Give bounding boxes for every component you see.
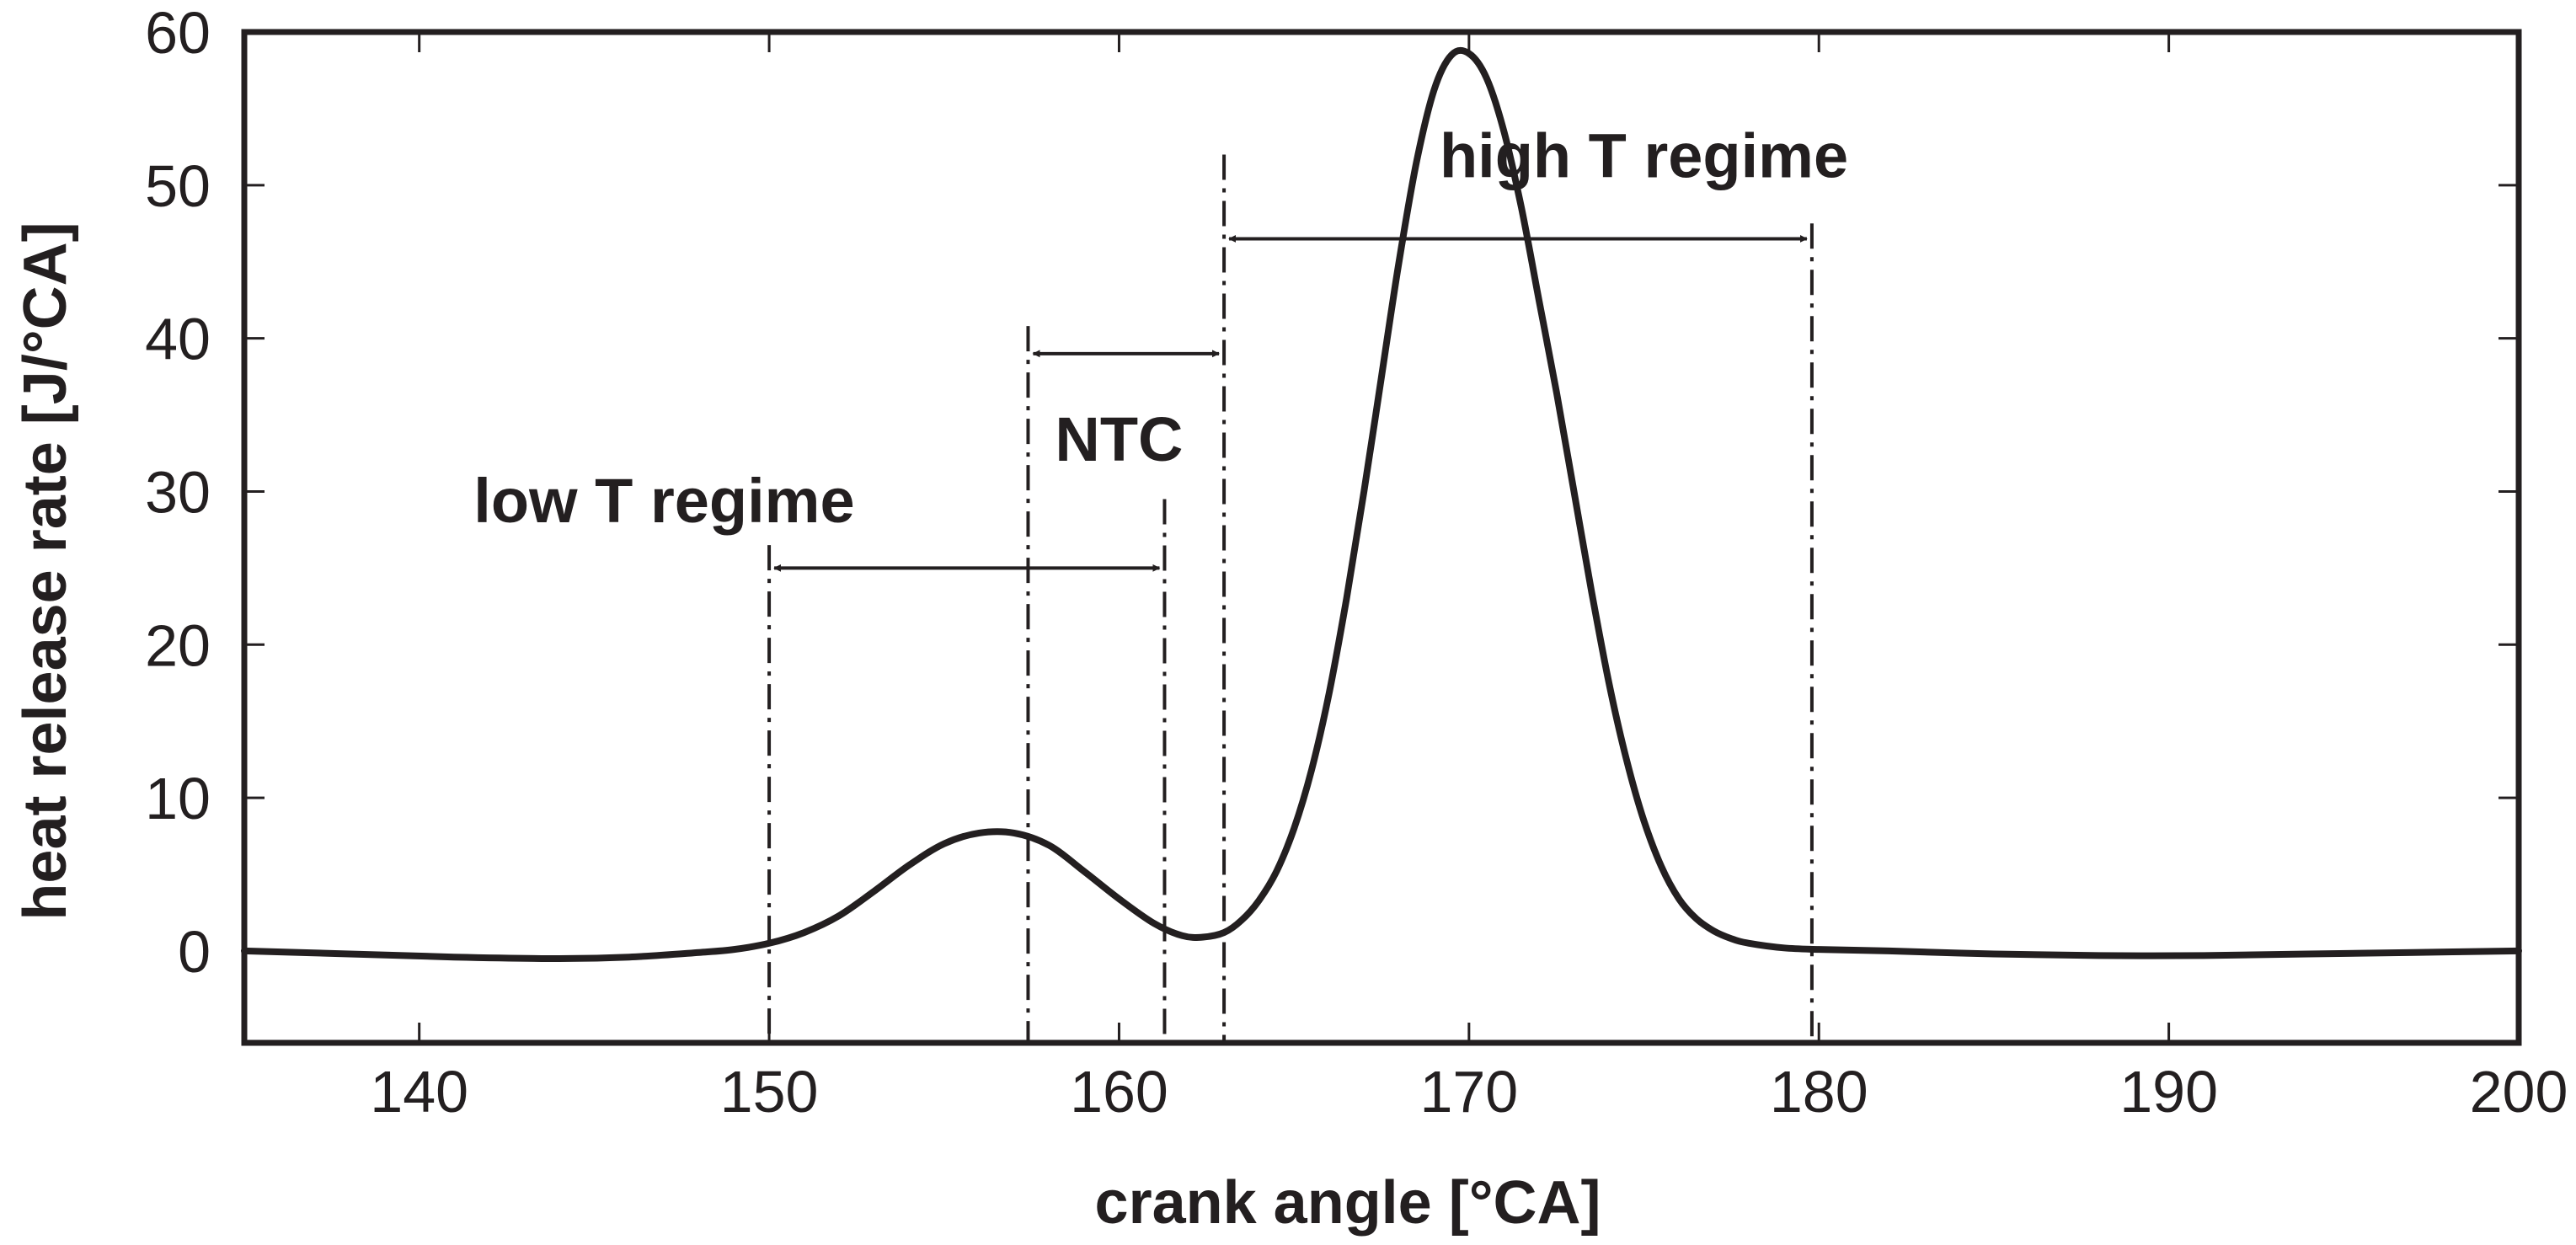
x-tick-label: 160 <box>1070 1059 1168 1125</box>
x-tick-label: 190 <box>2119 1059 2218 1125</box>
x-tick-label: 180 <box>1770 1059 1868 1125</box>
y-tick-label: 20 <box>145 612 211 678</box>
x-tick-label: 170 <box>1419 1059 1518 1125</box>
y-axis-title: heat release rate [J/°CA] <box>12 222 79 920</box>
y-tick-label: 40 <box>145 307 211 372</box>
x-tick-label: 200 <box>2470 1059 2568 1125</box>
x-axis-title: crank angle [°CA] <box>1095 1169 1601 1237</box>
heat-release-curve <box>241 46 2522 962</box>
series-lines <box>241 46 2522 962</box>
y-tick-label: 30 <box>145 459 211 525</box>
y-tick-label: 10 <box>145 766 211 831</box>
regime-boundary-lines <box>767 154 1814 1043</box>
x-tick-label: 140 <box>370 1059 468 1125</box>
y-tick-label: 50 <box>145 153 211 219</box>
axis-ticks <box>244 30 2520 1043</box>
regime-annotations: low T regime NTC high T regime <box>473 121 1848 536</box>
x-tick-label: 150 <box>720 1059 819 1125</box>
tick-labels: 140 150 160 170 180 190 200 0 10 20 30 40 50 60 <box>145 0 2568 1125</box>
regime-label: high T regime <box>1440 121 1848 191</box>
regime-label: low T regime <box>473 466 854 536</box>
y-tick-label: 60 <box>145 0 211 66</box>
y-tick-label: 0 <box>178 919 211 985</box>
plot-frame <box>241 29 2522 1046</box>
regime-label: NTC <box>1055 404 1183 474</box>
regime-range-arrows <box>773 234 1808 572</box>
